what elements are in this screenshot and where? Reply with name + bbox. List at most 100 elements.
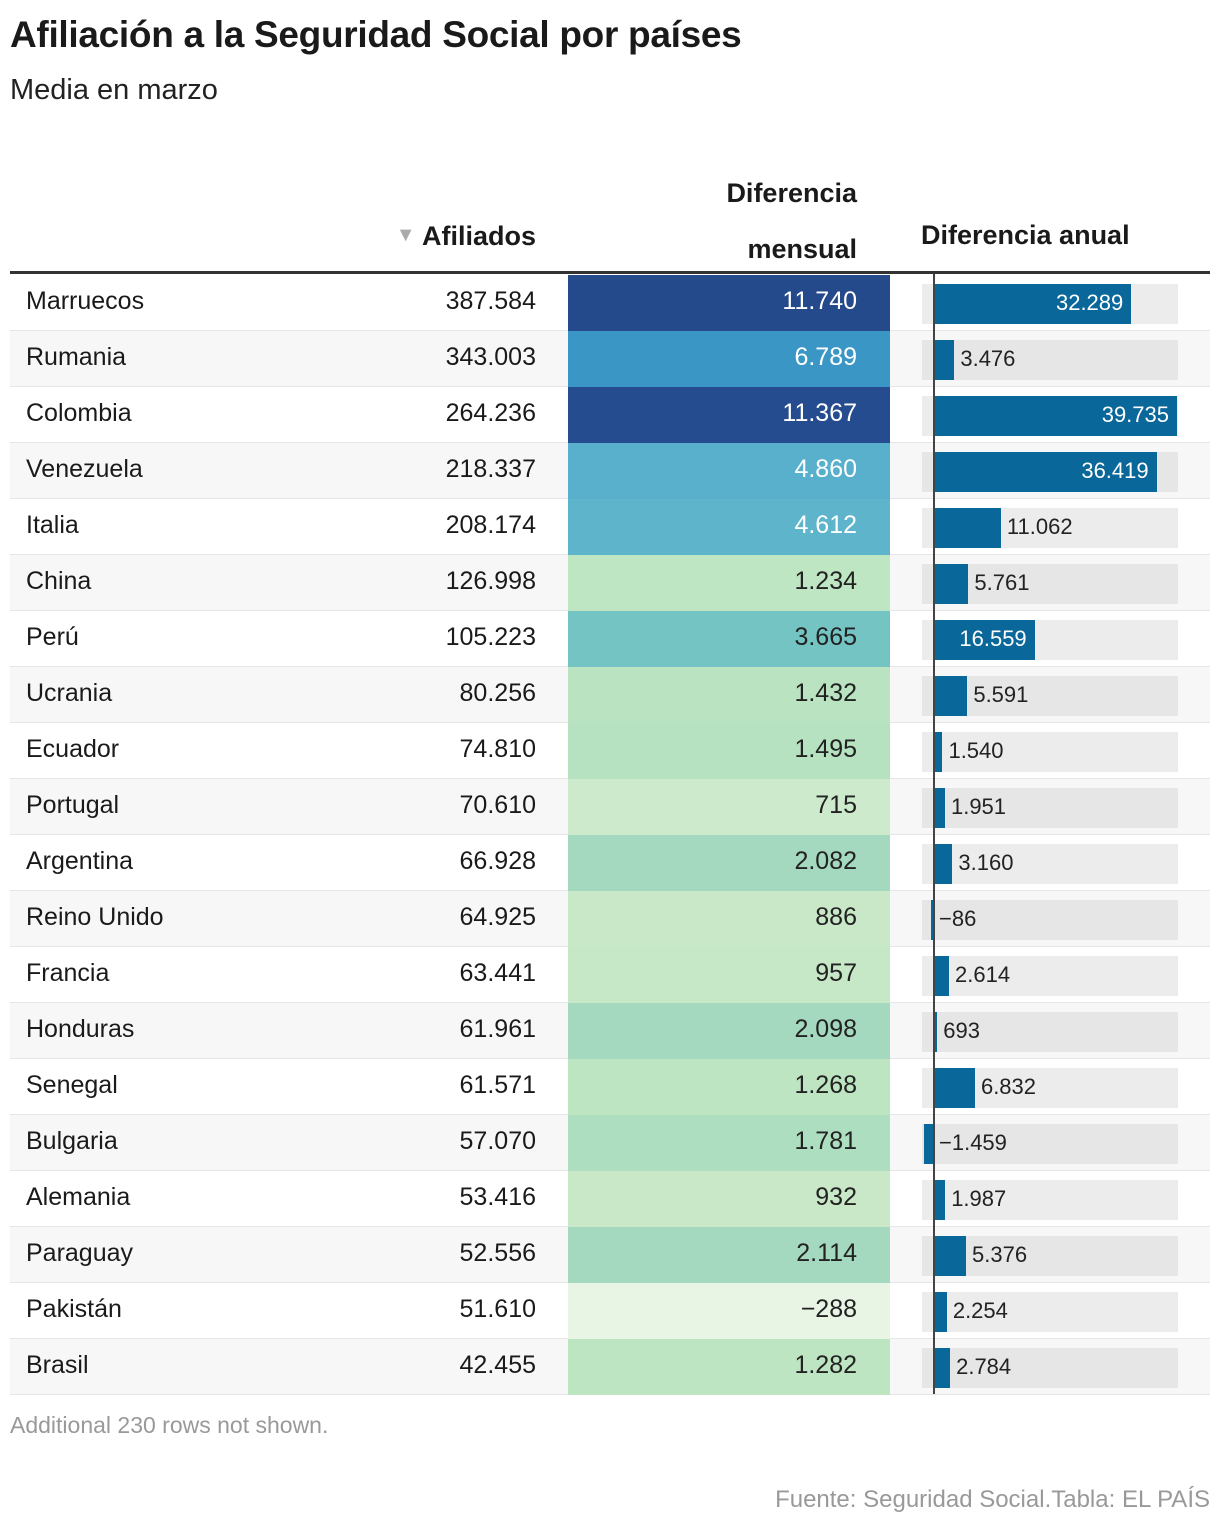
diferencia-mensual-value: 4.860 — [794, 455, 857, 483]
country-name: Rumania — [26, 343, 127, 371]
country-name: Argentina — [26, 847, 134, 875]
diferencia-mensual-cell: 4.612 — [568, 499, 890, 555]
diferencia-anual-bar — [933, 1068, 975, 1108]
diferencia-mensual-cell: 1.781 — [568, 1115, 890, 1171]
table-row: Ucrania 80.256 1.432 5.591 — [10, 667, 1210, 723]
diferencia-anual-bar — [933, 340, 955, 380]
diferencia-anual-bar — [933, 844, 953, 884]
country-name: Honduras — [26, 1015, 135, 1043]
afiliados-value: 70.610 — [459, 791, 536, 819]
diferencia-mensual-cell: 2.114 — [568, 1227, 890, 1283]
country-name: Pakistán — [26, 1295, 122, 1323]
bar-track — [922, 1180, 1178, 1220]
country-name: Marruecos — [26, 287, 145, 315]
diferencia-anual-value: 1.987 — [951, 1186, 1007, 1211]
diferencia-anual-bar — [931, 900, 933, 940]
table-row: Bulgaria 57.070 1.781 −1.459 — [10, 1115, 1210, 1171]
diferencia-mensual-cell: 11.367 — [568, 387, 890, 443]
afiliados-value: 64.925 — [459, 903, 536, 931]
diferencia-mensual-cell: 4.860 — [568, 443, 890, 499]
diferencia-anual-bar — [933, 452, 1157, 492]
diferencia-anual-bar — [933, 620, 1035, 660]
bar-track — [922, 1012, 1178, 1052]
afiliados-value: 53.416 — [459, 1183, 536, 1211]
table-row: Alemania 53.416 932 1.987 — [10, 1171, 1210, 1227]
afiliados-value: 387.584 — [445, 287, 536, 315]
diferencia-mensual-value: 886 — [815, 903, 857, 931]
diferencia-mensual-cell: 1.495 — [568, 723, 890, 779]
sort-descending-icon: ▼ — [395, 224, 416, 246]
afiliados-value: 218.337 — [445, 455, 536, 483]
table-row: Senegal 61.571 1.268 6.832 — [10, 1059, 1210, 1115]
diferencia-mensual-cell: −288 — [568, 1283, 890, 1339]
afiliados-value: 61.571 — [459, 1071, 536, 1099]
diferencia-mensual-value: 6.789 — [794, 343, 857, 371]
country-name: Brasil — [26, 1351, 89, 1379]
diferencia-mensual-value: 11.740 — [782, 287, 857, 315]
bar-track — [922, 788, 1178, 828]
header-diferencia-anual[interactable]: Diferencia anual — [921, 220, 1130, 250]
diferencia-anual-bar — [933, 676, 968, 716]
diferencia-mensual-value: 1.234 — [794, 567, 857, 595]
afiliados-value: 51.610 — [459, 1295, 536, 1323]
diferencia-mensual-value: 1.268 — [794, 1071, 857, 1099]
bar-track — [922, 1124, 1178, 1164]
diferencia-anual-value: 693 — [943, 1018, 980, 1043]
diferencia-anual-bar — [933, 1348, 951, 1388]
zero-baseline — [933, 274, 935, 1394]
diferencia-mensual-cell: 3.665 — [568, 611, 890, 667]
afiliados-value: 74.810 — [459, 735, 536, 763]
diferencia-mensual-value: 4.612 — [794, 511, 857, 539]
header-afiliados[interactable]: ▼ Afiliados — [370, 214, 536, 257]
bar-track — [922, 900, 1178, 940]
afiliados-value: 52.556 — [459, 1239, 536, 1267]
bar-track — [922, 956, 1178, 996]
diferencia-mensual-value: 3.665 — [794, 623, 857, 651]
diferencia-anual-value: 2.614 — [955, 962, 1011, 987]
diferencia-mensual-value: 2.098 — [794, 1015, 857, 1043]
header-mensual-line1: Diferencia — [726, 178, 857, 208]
diferencia-anual-value: 5.376 — [972, 1242, 1028, 1267]
diferencia-mensual-cell: 715 — [568, 779, 890, 835]
country-name: Alemania — [26, 1183, 131, 1211]
table-row: Pakistán 51.610 −288 2.254 — [10, 1283, 1210, 1339]
bar-track — [922, 340, 1178, 380]
table-row: Honduras 61.961 2.098 693 — [10, 1003, 1210, 1059]
table-row: Rumania 343.003 6.789 3.476 — [10, 331, 1210, 387]
diferencia-anual-bar — [933, 1292, 947, 1332]
diferencia-anual-bar — [933, 788, 945, 828]
chart-title: Afiliación a la Seguridad Social por paí… — [10, 14, 742, 55]
diferencia-anual-value: 3.476 — [960, 346, 1016, 371]
diferencia-anual-bar — [933, 396, 1177, 436]
header-diferencia-mensual[interactable]: Diferencia mensual — [600, 172, 857, 270]
diferencia-mensual-value: 1.781 — [794, 1127, 857, 1155]
diferencia-mensual-value: 1.432 — [794, 679, 857, 707]
afiliados-value: 57.070 — [459, 1127, 536, 1155]
diferencia-mensual-value: 932 — [815, 1183, 857, 1211]
diferencia-anual-bar — [933, 564, 969, 604]
table-row: Portugal 70.610 715 1.951 — [10, 779, 1210, 835]
bar-track — [922, 732, 1178, 772]
country-name: Colombia — [26, 399, 132, 427]
table-row: Reino Unido 64.925 886 −86 — [10, 891, 1210, 947]
diferencia-mensual-cell: 1.268 — [568, 1059, 890, 1115]
country-name: Bulgaria — [26, 1127, 118, 1155]
diferencia-mensual-cell: 1.282 — [568, 1339, 890, 1395]
afiliados-value: 80.256 — [459, 679, 536, 707]
table-row: Francia 63.441 957 2.614 — [10, 947, 1210, 1003]
diferencia-mensual-cell: 886 — [568, 891, 890, 947]
header-mensual-line2: mensual — [747, 234, 857, 264]
header-divider — [10, 271, 1210, 274]
afiliados-value: 126.998 — [445, 567, 536, 595]
country-name: China — [26, 567, 92, 595]
afiliados-value: 42.455 — [459, 1351, 536, 1379]
diferencia-mensual-value: 1.495 — [794, 735, 857, 763]
table-row: Argentina 66.928 2.082 3.160 — [10, 835, 1210, 891]
diferencia-anual-bar — [933, 508, 1001, 548]
bar-track — [922, 1348, 1178, 1388]
diferencia-anual-value: 2.254 — [952, 1298, 1008, 1323]
afiliados-value: 66.928 — [459, 847, 536, 875]
table-row: Brasil 42.455 1.282 2.784 — [10, 1339, 1210, 1395]
table-row: Venezuela 218.337 4.860 36.419 — [10, 443, 1210, 499]
diferencia-mensual-cell: 1.234 — [568, 555, 890, 611]
